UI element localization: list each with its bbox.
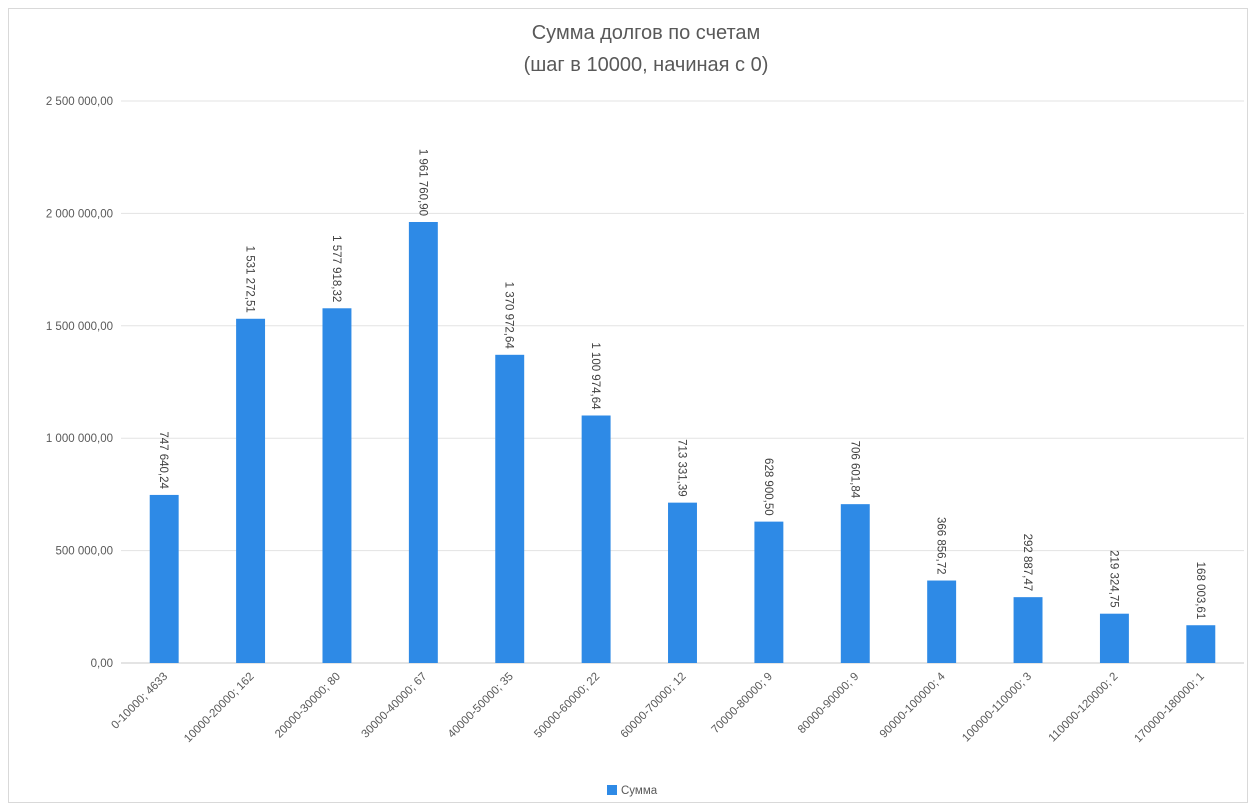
x-tick-label: 30000-40000; 67 bbox=[359, 671, 429, 741]
chart-subtitle: (шаг в 10000, начиная с 0) bbox=[524, 54, 769, 76]
x-tick-label: 80000-90000; 9 bbox=[796, 671, 861, 736]
data-label: 706 601,84 bbox=[848, 441, 860, 499]
data-label: 219 324,75 bbox=[1107, 550, 1119, 608]
legend-label: Сумма bbox=[621, 785, 658, 797]
y-tick-label: 2 500 000,00 bbox=[46, 96, 113, 108]
chart-area: Сумма долгов по счетам (шаг в 10000, нач… bbox=[8, 8, 1248, 803]
x-tick-label: 110000-120000; 2 bbox=[1047, 671, 1121, 745]
data-label: 366 856,72 bbox=[935, 517, 947, 575]
y-tick-label: 1 500 000,00 bbox=[46, 321, 113, 333]
x-tick-label: 20000-30000; 80 bbox=[273, 671, 343, 741]
data-label: 628 900,50 bbox=[762, 458, 774, 516]
data-label: 1 370 972,64 bbox=[503, 282, 515, 350]
data-label: 1 100 974,64 bbox=[589, 342, 601, 410]
data-label: 1 577 918,32 bbox=[330, 235, 342, 302]
data-label: 168 003,61 bbox=[1194, 562, 1206, 620]
y-tick-label: 500 000,00 bbox=[55, 546, 113, 558]
bar bbox=[1013, 597, 1043, 663]
bar bbox=[581, 415, 611, 663]
x-tick-label: 100000-110000; 3 bbox=[960, 671, 1034, 745]
data-label: 747 640,24 bbox=[157, 431, 169, 489]
x-tick-label: 60000-70000; 12 bbox=[619, 671, 689, 741]
bar bbox=[754, 521, 784, 663]
data-label: 292 887,47 bbox=[1021, 534, 1033, 592]
bar bbox=[1099, 613, 1129, 663]
bar bbox=[236, 318, 266, 663]
x-tick-label: 0-10000; 4633 bbox=[109, 671, 170, 732]
bar bbox=[495, 354, 525, 663]
x-tick-label: 90000-100000; 4 bbox=[878, 670, 948, 740]
bar bbox=[840, 504, 870, 663]
bar bbox=[668, 502, 697, 663]
x-tick-label: 50000-60000; 22 bbox=[532, 671, 602, 741]
bar bbox=[927, 580, 957, 663]
data-label: 713 331,39 bbox=[676, 439, 688, 497]
bar bbox=[322, 308, 352, 663]
bar bbox=[408, 221, 438, 663]
bar bbox=[149, 494, 179, 663]
bar-chart: Сумма долгов по счетам (шаг в 10000, нач… bbox=[46, 22, 1244, 797]
data-label: 1 531 272,51 bbox=[244, 246, 256, 313]
y-tick-label: 0,00 bbox=[91, 658, 113, 670]
x-tick-label: 70000-80000; 9 bbox=[710, 671, 775, 736]
y-tick-label: 1 000 000,00 bbox=[46, 433, 113, 445]
legend: Сумма bbox=[607, 785, 658, 797]
x-tick-label: 40000-50000; 35 bbox=[446, 671, 516, 741]
data-label: 1 961 760,90 bbox=[416, 149, 428, 216]
chart-title: Сумма долгов по счетам bbox=[532, 22, 761, 44]
legend-swatch bbox=[607, 785, 617, 795]
x-tick-label: 10000-20000; 162 bbox=[182, 671, 257, 746]
bar bbox=[1186, 625, 1216, 663]
y-tick-label: 2 000 000,00 bbox=[46, 208, 113, 220]
x-tick-label: 170000-180000; 1 bbox=[1132, 671, 1207, 746]
